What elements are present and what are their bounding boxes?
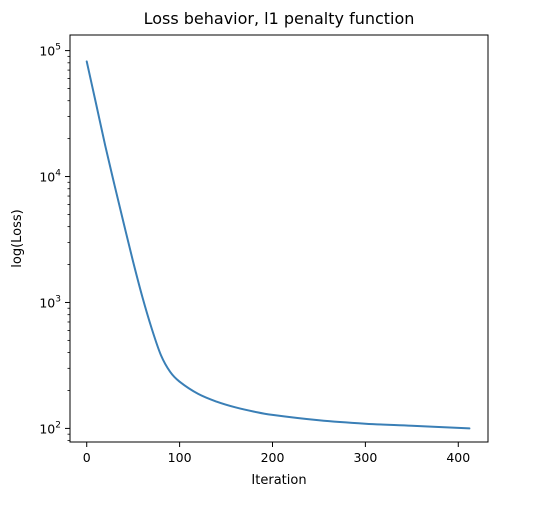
x-tick-label: 300 [353,450,377,465]
x-tick-label: 200 [261,450,285,465]
y-tick-label: 103 [39,294,61,310]
x-axis-label: Iteration [251,473,306,488]
y-axis-ticks: 102 103 104 105 [39,43,70,442]
y-tick-label: 105 [39,43,61,59]
loss-series-line [85,60,471,430]
y-tick-label: 102 [39,420,61,436]
chart-title: Loss behavior, l1 penalty function [144,9,415,28]
series-layer [85,60,471,430]
y-tick-label: 104 [39,169,61,185]
x-axis-ticks: 0 100 200 300 400 [83,442,470,465]
x-tick-label: 400 [446,450,470,465]
x-tick-label: 100 [168,450,192,465]
plot-area [69,34,489,443]
y-axis-label: log(Loss) [10,209,25,267]
x-tick-label: 0 [83,450,91,465]
